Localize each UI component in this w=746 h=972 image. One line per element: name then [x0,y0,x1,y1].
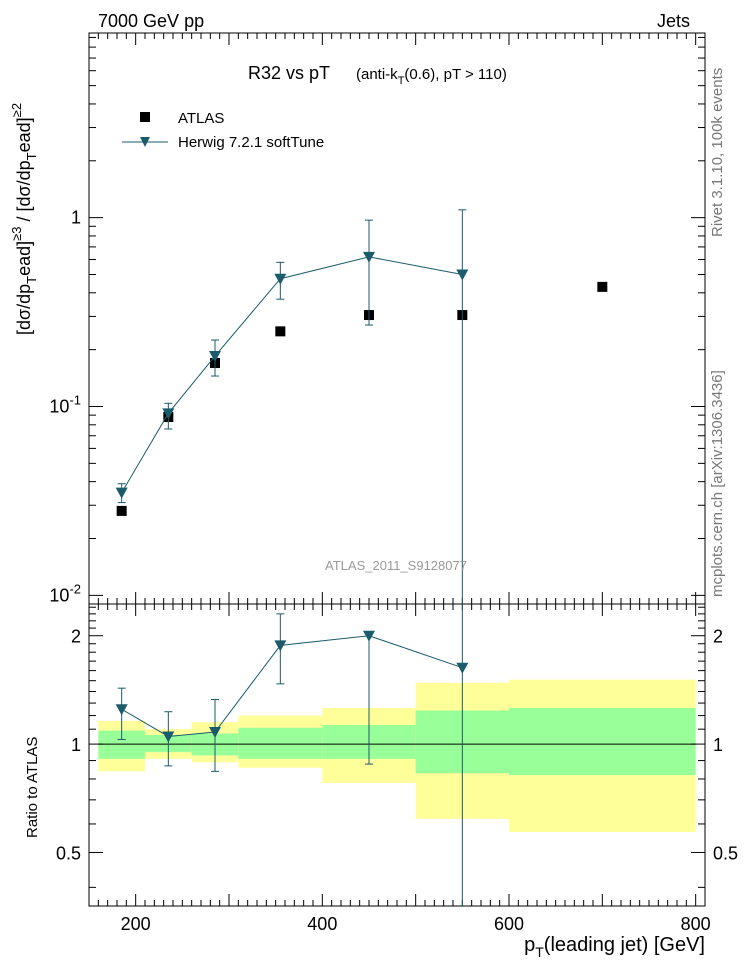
x-tick-label: 200 [121,914,151,934]
ratio-bands [98,679,696,832]
ratio-herwig-line [121,635,463,737]
header-right: Jets [657,11,690,31]
herwig-point-1 [162,408,175,420]
axis-ticks [88,33,705,906]
ratio-point-5 [456,662,469,674]
ratio-y-tick-label: 0.5 [56,843,81,863]
ratio-point-0 [115,704,128,716]
ratio-y-tick-label: 1 [71,735,81,755]
x-axis-label: pT(leading jet) [GeV] [524,934,705,960]
legend-marker-atlas [140,112,150,122]
ratio-band-green-3 [238,727,323,759]
watermark: ATLAS_2011_S9128077 [325,558,467,573]
mcplots-label: mcplots.cern.ch [arXiv:1306.3436] [709,370,726,597]
header-left: 7000 GeV pp [98,11,204,31]
ratio-point-1 [162,731,175,743]
ratio-y-tick-label-right: 0.5 [713,843,738,863]
ratio-band-green-6 [509,707,696,776]
herwig-point-3 [274,273,287,285]
axis-tick-labels: 200 400 600 800 10-2 10-1 1 0.5 0.5 1 1 2 2 [49,208,738,934]
ratio-point-4 [363,630,375,642]
legend: ATLAS Herwig 7.2.1 softTune [122,110,324,151]
ratio-y-tick-label-right: 2 [713,627,723,647]
atlas-point-0 [116,505,127,516]
y-axis-label: [dσ/dpTead]≥3 / [dσ/dpTead]≥2 [9,103,39,335]
x-tick-label: 600 [494,914,524,934]
legend-label-atlas: ATLAS [178,110,224,127]
ratio-point-2 [209,727,221,739]
ratio-y-tick-label-right: 1 [713,735,723,755]
y-tick-label: 10-1 [49,393,81,417]
chart-title-main: R32 vs pT [248,63,330,83]
herwig-point-0 [115,487,128,499]
ratio-y-tick-label: 2 [71,627,81,647]
chart-title: R32 vs pT [248,63,330,83]
y-tick-label: 1 [71,208,81,228]
atlas-point-3 [275,326,286,337]
ratio-point-3 [274,640,287,652]
rivet-label: Rivet 3.1.10, 100k events [709,68,726,237]
y-tick-label: 10-2 [49,581,81,605]
herwig-point-4 [363,251,375,263]
herwig-point-5 [456,269,469,281]
herwig-line [121,256,463,493]
chart-title-note: (anti-kT(0.6), pT > 110) [356,66,507,87]
legend-marker-herwig [140,137,150,147]
legend-label-herwig: Herwig 7.2.1 softTune [178,134,324,151]
data-series [115,209,608,906]
atlas-point-6 [597,281,608,292]
x-tick-label: 400 [307,914,337,934]
herwig-point-2 [209,351,221,363]
ratio-y-label: Ratio to ATLAS [24,737,41,838]
x-tick-label: 800 [681,914,711,934]
